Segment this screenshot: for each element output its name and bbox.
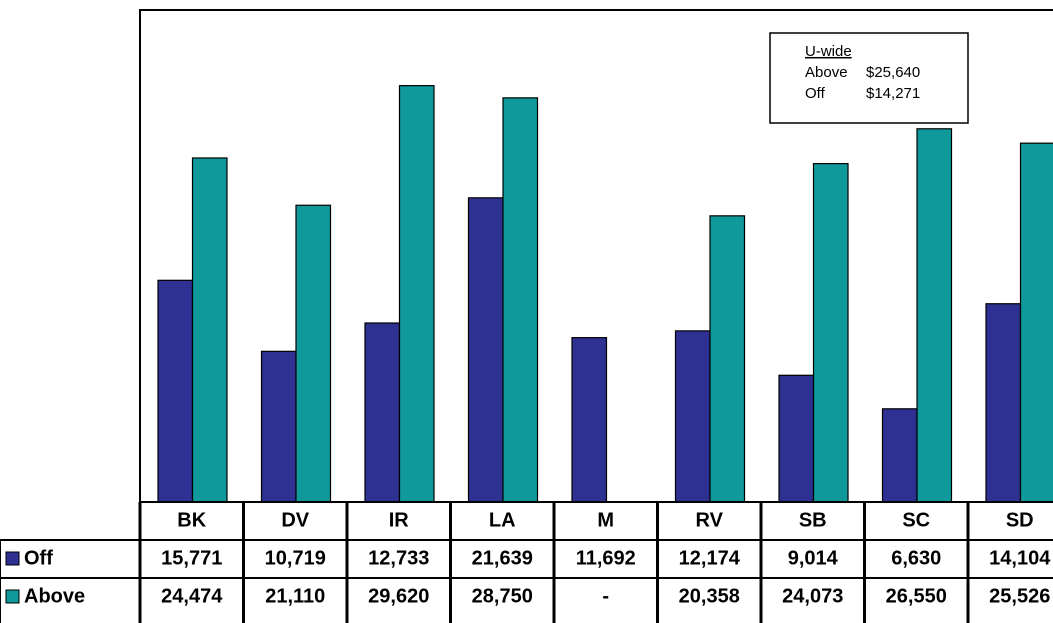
annotation-title: U-wide bbox=[805, 43, 852, 60]
table-value: 15,771 bbox=[161, 547, 222, 569]
table-value: 12,174 bbox=[679, 547, 741, 569]
annotation-label: Above bbox=[805, 64, 848, 81]
table-value: 24,073 bbox=[782, 585, 843, 607]
x-tick-label: SD bbox=[1006, 509, 1034, 531]
table-value: 28,750 bbox=[472, 585, 533, 607]
table-value: 25,526 bbox=[989, 585, 1050, 607]
bar bbox=[398, 85, 435, 503]
bar bbox=[502, 97, 539, 503]
annotation-value: $14,271 bbox=[866, 85, 920, 102]
annotation-label: Off bbox=[805, 85, 826, 102]
bar bbox=[812, 163, 849, 503]
x-tick-label: SC bbox=[902, 509, 930, 531]
bar bbox=[157, 279, 194, 503]
table-value: 21,110 bbox=[265, 585, 325, 607]
annotation-box: U-wide Above $25,640 Off $14,271 bbox=[769, 32, 969, 124]
table-value: 9,014 bbox=[788, 547, 839, 569]
table-value: 14,104 bbox=[989, 547, 1051, 569]
legend-label: Off bbox=[24, 547, 53, 569]
bar bbox=[191, 157, 228, 503]
bar bbox=[260, 350, 297, 503]
legend-label: Above bbox=[24, 585, 85, 607]
annotation-value: $25,640 bbox=[866, 64, 920, 81]
bar bbox=[916, 128, 953, 503]
table-value: 11,692 bbox=[576, 547, 636, 569]
bar bbox=[985, 303, 1022, 503]
legend-swatch bbox=[5, 589, 20, 604]
table-value: 10,719 bbox=[265, 547, 326, 569]
table-value: 29,620 bbox=[368, 585, 429, 607]
bar bbox=[571, 337, 608, 503]
table-value: 12,733 bbox=[368, 547, 429, 569]
x-tick-label: BK bbox=[177, 509, 206, 531]
x-tick-label: DV bbox=[281, 509, 309, 531]
table-value: 21,639 bbox=[472, 547, 533, 569]
x-tick-label: SB bbox=[799, 509, 827, 531]
bar bbox=[1019, 142, 1053, 503]
bar bbox=[881, 408, 918, 503]
bar bbox=[778, 374, 815, 503]
bar bbox=[709, 215, 746, 503]
annotation-frame bbox=[769, 32, 969, 124]
bar bbox=[674, 330, 711, 503]
table-value: 26,550 bbox=[886, 585, 947, 607]
table-value: 6,630 bbox=[891, 547, 941, 569]
table-value: 24,474 bbox=[161, 585, 223, 607]
x-tick-label: M bbox=[597, 509, 614, 531]
bar bbox=[364, 322, 401, 503]
bar bbox=[467, 197, 504, 503]
x-tick-label: RV bbox=[696, 509, 724, 531]
table-value: - bbox=[602, 585, 609, 607]
bar bbox=[295, 204, 332, 503]
x-tick-label: IR bbox=[389, 509, 410, 531]
x-tick-label: LA bbox=[489, 509, 516, 531]
legend-swatch bbox=[5, 551, 20, 566]
table-value: 20,358 bbox=[679, 585, 740, 607]
